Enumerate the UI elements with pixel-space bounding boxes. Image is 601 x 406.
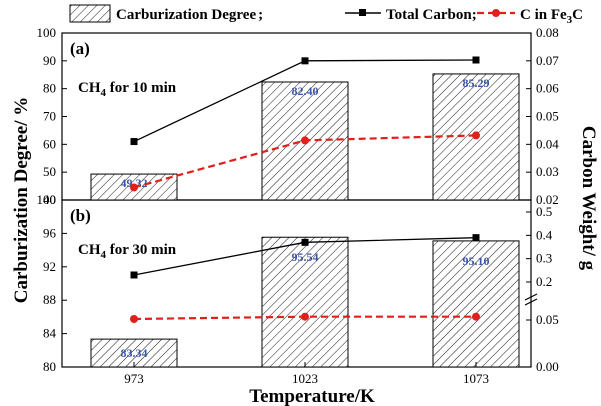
bar-value-label: 95.10 (463, 254, 490, 268)
y-right-tick-label: 0.3 (536, 251, 552, 266)
y-right-tick-label: 0.05 (536, 109, 559, 124)
point-total-carbon (301, 57, 309, 65)
legend-swatch-carburization (69, 4, 111, 23)
panel-b-tag: (b) (70, 206, 91, 225)
y-right-tick-label: 0.05 (536, 312, 559, 327)
y-right-tick-label: 0.06 (536, 81, 559, 96)
axis-break-mark (524, 293, 538, 301)
y-right-tick-label: 0.08 (536, 25, 559, 40)
legend-label-total-carbon: Total Carbon; (386, 7, 477, 23)
x-tick-label: 1023 (292, 371, 318, 386)
y-right-tick-label: 0.02 (536, 192, 559, 207)
y-right-tick-label: 0.2 (536, 274, 552, 289)
y-left-tick-label: 70 (43, 109, 56, 124)
point-total-carbon (301, 238, 309, 246)
bar-value-label: 85.29 (463, 76, 490, 90)
y-right-tick-label: 0.00 (536, 359, 559, 374)
y-axis-left-title: Carburization Degree/ % (11, 97, 32, 304)
y-left-tick-label: 40 (43, 192, 56, 207)
panel-a-tag: (a) (70, 39, 90, 58)
panel-a-condition: CH4 for 10 min (78, 80, 177, 99)
legend: Carburization Degree; Total Carbon; C in… (69, 4, 583, 26)
x-axis-title: Temperature/K (249, 386, 375, 406)
point-fe3c (472, 312, 480, 321)
bar-value-label: 95.54 (292, 250, 319, 264)
y-right-tick-label: 0.04 (536, 136, 559, 151)
panel-b-condition: CH4 for 30 min (78, 242, 177, 261)
bar-value-label: 82.40 (292, 84, 319, 98)
y-left-tick-label: 100 (37, 25, 57, 40)
y-left-tick-label: 80 (43, 81, 56, 96)
bar-value-label: 83.34 (121, 346, 148, 360)
y-left-tick-label: 80 (43, 359, 56, 374)
y-left-tick-label: 90 (43, 53, 56, 68)
point-total-carbon (130, 271, 138, 279)
y-right-tick-label: 0.4 (536, 227, 553, 242)
point-total-carbon (130, 138, 138, 146)
y-axis-right-title: Carbon Weight/ g (578, 126, 599, 271)
y-right-tick-label: 0.07 (536, 53, 559, 68)
legend-swatch-total-carbon-marker (359, 9, 366, 16)
point-fe3c (301, 312, 309, 321)
y-left-tick-label: 50 (43, 164, 56, 179)
point-fe3c (301, 136, 309, 145)
y-left-tick-label: 88 (43, 292, 56, 307)
point-fe3c (130, 183, 138, 192)
y-right-tick-label: 0.03 (536, 164, 559, 179)
axis-break-mark (524, 298, 538, 306)
bar (261, 236, 349, 368)
x-tick-label: 1073 (463, 371, 489, 386)
legend-label-carburization: Carburization Degree; (116, 7, 263, 23)
point-total-carbon (472, 234, 480, 242)
legend-label-fe3c: C in Fe3C (520, 7, 583, 26)
x-tick-label: 973 (124, 371, 144, 386)
point-fe3c (472, 131, 480, 140)
bar (432, 240, 520, 368)
legend-swatch-fe3c-marker (492, 9, 500, 17)
y-left-tick-label: 84 (43, 326, 57, 341)
y-left-tick-label: 92 (43, 259, 56, 274)
point-total-carbon (472, 56, 480, 64)
y-left-tick-label: 96 (43, 225, 57, 240)
point-fe3c (130, 314, 138, 323)
y-right-tick-label: 0.5 (536, 204, 552, 219)
y-left-tick-label: 60 (43, 136, 56, 151)
y-left-tick-label: 100 (37, 192, 57, 207)
